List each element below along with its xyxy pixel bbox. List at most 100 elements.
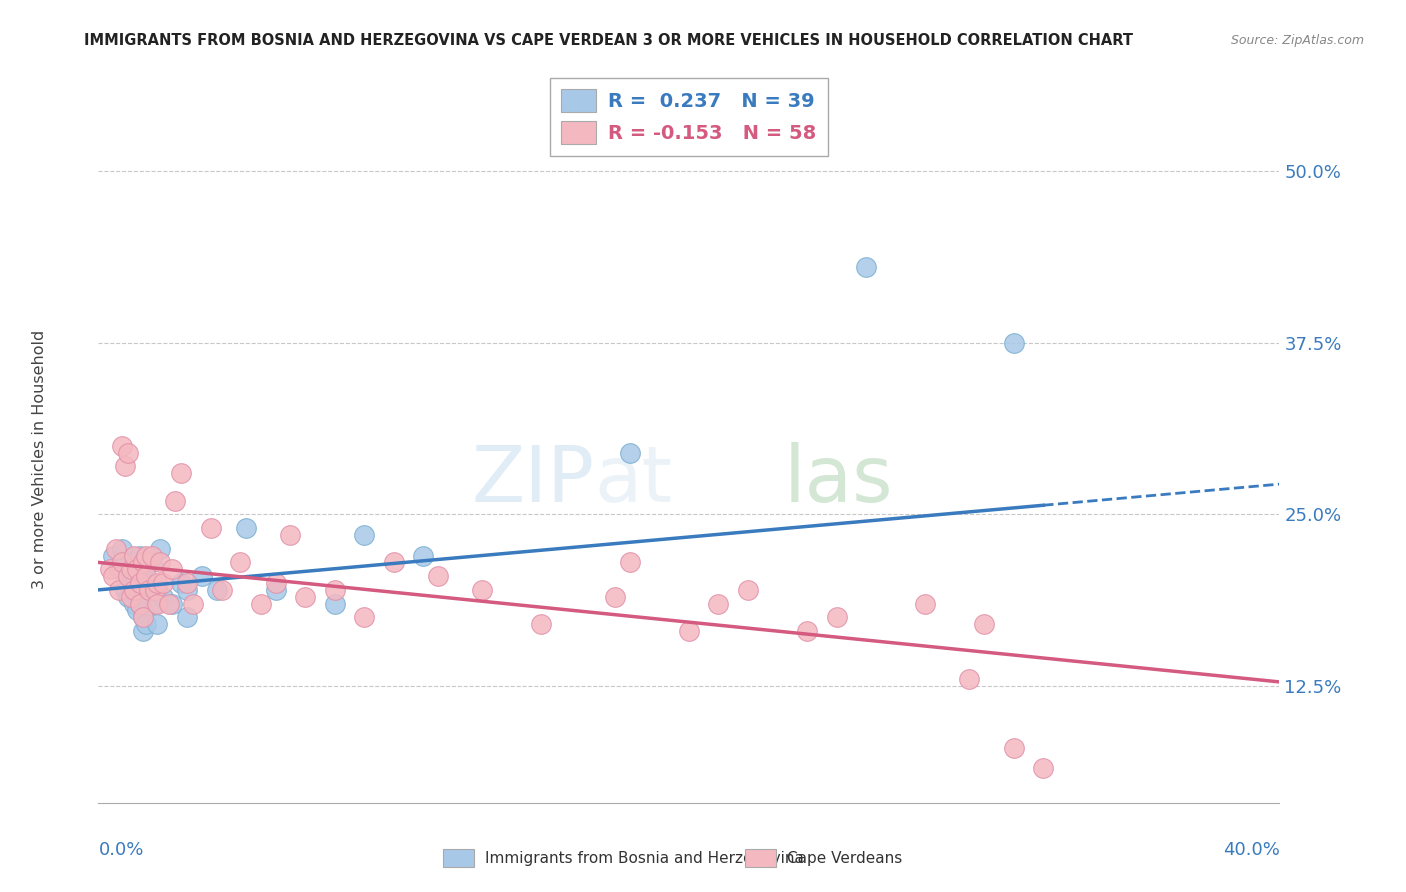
Point [959, 672, 981, 686]
Point [176, 576, 198, 591]
Point [1002, 740, 1025, 755]
Point [138, 582, 160, 597]
Point [117, 445, 139, 459]
Text: Source: ZipAtlas.com: Source: ZipAtlas.com [1230, 34, 1364, 46]
Point [143, 582, 166, 597]
Point [707, 597, 730, 611]
Point [855, 260, 877, 274]
Point [105, 541, 128, 556]
Point [162, 597, 183, 611]
Point [125, 582, 148, 597]
Point [353, 528, 375, 542]
Point [117, 590, 139, 604]
Point [200, 521, 222, 535]
Point [128, 549, 150, 563]
Point [737, 582, 759, 597]
Point [152, 590, 174, 604]
Point [132, 610, 155, 624]
Point [128, 576, 150, 591]
Point [412, 549, 434, 563]
Point [146, 617, 169, 632]
Point [229, 555, 252, 570]
Point [125, 562, 148, 576]
Point [103, 569, 125, 583]
Point [619, 555, 641, 570]
Point [157, 597, 180, 611]
Point [619, 445, 641, 459]
Point [152, 576, 174, 591]
Point [427, 569, 450, 583]
Text: 40.0%: 40.0% [1223, 840, 1279, 859]
Legend: R =  0.237   N = 39, R = -0.153   N = 58: R = 0.237 N = 39, R = -0.153 N = 58 [550, 78, 828, 155]
Point [235, 521, 257, 535]
Point [132, 562, 155, 576]
Text: Cape Verdeans: Cape Verdeans [787, 851, 903, 865]
Point [138, 582, 160, 597]
Point [353, 610, 375, 624]
Text: IMMIGRANTS FROM BOSNIA AND HERZEGOVINA VS CAPE VERDEAN 3 OR MORE VEHICLES IN HOU: IMMIGRANTS FROM BOSNIA AND HERZEGOVINA V… [84, 33, 1133, 47]
Text: ZIP: ZIP [471, 442, 595, 518]
Point [165, 493, 187, 508]
Point [120, 590, 142, 604]
Point [117, 569, 139, 583]
Point [211, 582, 233, 597]
Point [111, 541, 134, 556]
Text: at: at [595, 442, 672, 518]
Point [114, 582, 136, 597]
Point [530, 617, 553, 632]
Point [1002, 335, 1025, 350]
Point [135, 576, 157, 591]
Point [98, 562, 121, 576]
Point [605, 590, 627, 604]
Point [120, 562, 142, 576]
Point [122, 597, 145, 611]
Point [176, 610, 198, 624]
Point [191, 569, 214, 583]
Text: 3 or more Vehicles in Household: 3 or more Vehicles in Household [32, 330, 46, 589]
Point [128, 597, 150, 611]
Point [170, 576, 193, 591]
Point [170, 466, 193, 480]
Point [323, 597, 346, 611]
Point [250, 597, 273, 611]
Point [678, 624, 700, 639]
Point [120, 555, 142, 570]
Point [108, 562, 131, 576]
Point [132, 610, 155, 624]
Point [146, 597, 169, 611]
Point [294, 590, 316, 604]
Point [141, 555, 163, 570]
Point [135, 617, 157, 632]
Text: Immigrants from Bosnia and Herzegovina: Immigrants from Bosnia and Herzegovina [485, 851, 804, 865]
Point [146, 576, 169, 591]
Point [323, 582, 346, 597]
Point [143, 597, 166, 611]
Point [1032, 762, 1054, 776]
Point [111, 555, 134, 570]
Point [181, 597, 204, 611]
Point [132, 624, 155, 639]
Point [108, 582, 131, 597]
Point [128, 597, 150, 611]
Point [796, 624, 818, 639]
Point [122, 576, 145, 591]
Point [149, 541, 172, 556]
Text: las: las [783, 442, 893, 518]
Point [141, 549, 163, 563]
Point [111, 439, 134, 453]
Point [122, 549, 145, 563]
Point [914, 597, 936, 611]
Point [825, 610, 848, 624]
Point [122, 582, 145, 597]
Point [162, 562, 183, 576]
Point [382, 555, 405, 570]
Point [117, 569, 139, 583]
Point [471, 582, 494, 597]
Point [205, 582, 228, 597]
Point [125, 603, 148, 617]
Point [132, 555, 155, 570]
Point [973, 617, 995, 632]
Point [264, 576, 287, 591]
Point [176, 582, 198, 597]
Point [114, 459, 136, 474]
